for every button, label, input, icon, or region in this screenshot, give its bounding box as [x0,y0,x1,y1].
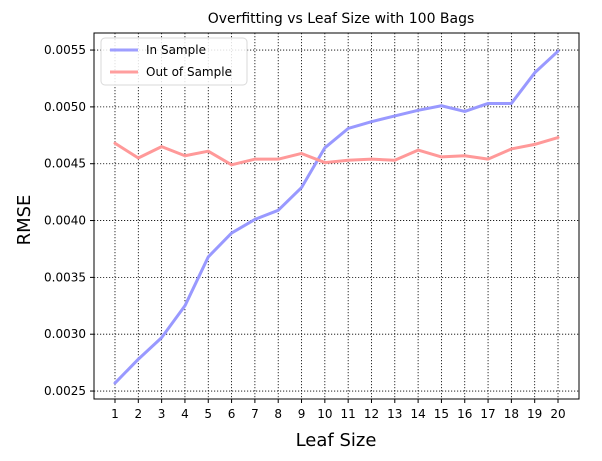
x-tick-label: 3 [158,407,166,421]
plot-frame [93,32,580,400]
x-axis-ticks: 1 2 3 4 5 6 7 8 9 10 11 12 13 14 15 16 17 18 19 20 [111,399,566,421]
x-tick-label: 10 [317,407,332,421]
chart-title: Overfitting vs Leaf Size with 100 Bags [208,11,475,27]
x-tick-label: 16 [457,407,472,421]
x-tick-label: 5 [204,407,212,421]
x-tick-label: 18 [504,407,519,421]
x-tick-label: 7 [251,407,259,421]
y-tick-label: 0.0050 [44,100,86,114]
legend: In Sample Out of Sample [100,37,248,86]
y-tick-label: 0.0030 [44,327,86,341]
x-axis-label: Leaf Size [296,430,377,451]
x-tick-label: 14 [410,407,425,421]
x-tick-label: 20 [550,407,565,421]
y-tick-label: 0.0045 [44,157,86,171]
x-tick-label: 12 [364,407,379,421]
x-tick-label: 11 [341,407,356,421]
legend-label-in-sample: In Sample [146,43,206,57]
x-tick-label: 9 [298,407,306,421]
series-line-out-of-sample [113,136,560,167]
x-tick-label: 8 [274,407,282,421]
y-tick-label: 0.0035 [44,270,86,284]
series-line-in-sample [113,49,560,385]
x-tick-label: 2 [134,407,142,421]
x-tick-label: 4 [181,407,189,421]
legend-label-out-of-sample: Out of Sample [146,65,232,79]
x-tick-label: 15 [434,407,449,421]
y-tick-label: 0.0025 [44,384,86,398]
x-tick-label: 1 [111,407,119,421]
y-tick-label: 0.0055 [44,43,86,57]
x-tick-label: 13 [387,407,402,421]
y-axis-ticks: 0.0025 0.0030 0.0035 0.0040 0.0045 0.0050 0.00… [44,43,94,398]
y-tick-label: 0.0040 [44,214,86,228]
x-tick-label: 19 [527,407,542,421]
x-tick-label: 17 [480,407,495,421]
series-layer [113,49,560,385]
y-axis-label: RMSE [14,195,35,246]
x-tick-label: 6 [228,407,236,421]
grid [94,33,579,399]
